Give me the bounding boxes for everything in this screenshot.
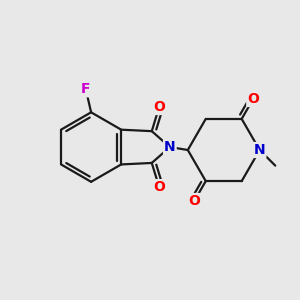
Text: N: N xyxy=(254,143,266,157)
Text: O: O xyxy=(247,92,259,106)
Text: O: O xyxy=(188,194,200,208)
Text: N: N xyxy=(164,140,176,154)
Text: F: F xyxy=(81,82,91,96)
Text: O: O xyxy=(153,100,165,114)
Text: O: O xyxy=(153,180,165,194)
